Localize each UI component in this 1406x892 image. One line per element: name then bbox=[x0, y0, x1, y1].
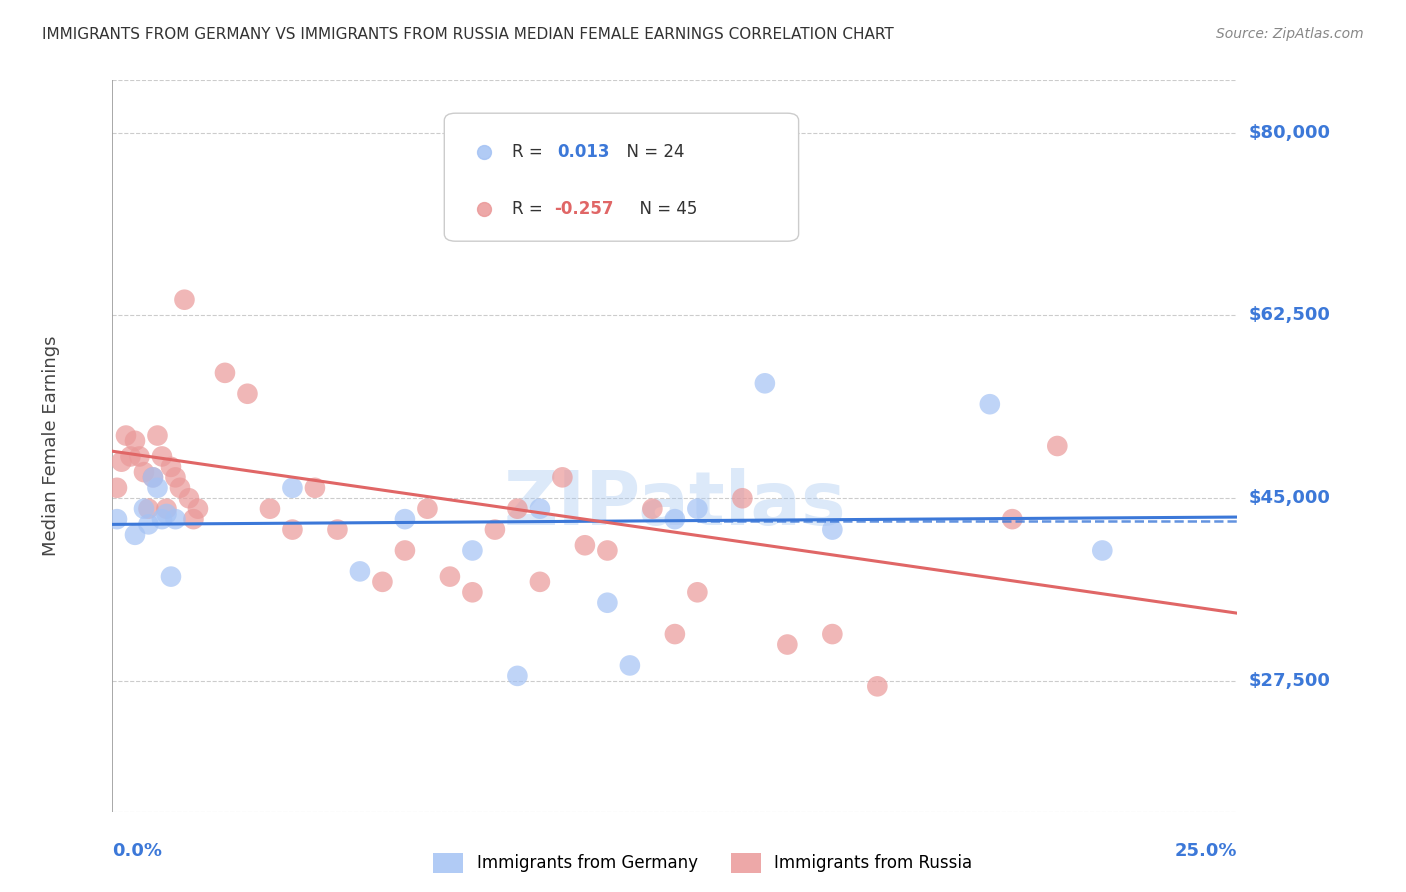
Point bbox=[105, 481, 128, 495]
Point bbox=[259, 501, 281, 516]
Legend: Immigrants from Germany, Immigrants from Russia: Immigrants from Germany, Immigrants from… bbox=[427, 847, 979, 880]
Point bbox=[105, 512, 128, 526]
Point bbox=[529, 501, 551, 516]
Point bbox=[551, 470, 574, 484]
Point bbox=[866, 679, 889, 693]
Point bbox=[506, 669, 529, 683]
Point bbox=[110, 455, 132, 469]
Text: IMMIGRANTS FROM GERMANY VS IMMIGRANTS FROM RUSSIA MEDIAN FEMALE EARNINGS CORRELA: IMMIGRANTS FROM GERMANY VS IMMIGRANTS FR… bbox=[42, 27, 894, 42]
Point bbox=[394, 512, 416, 526]
Point bbox=[177, 491, 200, 506]
Point bbox=[731, 491, 754, 506]
Point bbox=[754, 376, 776, 391]
Text: $27,500: $27,500 bbox=[1249, 672, 1330, 690]
Point bbox=[124, 434, 146, 448]
Point bbox=[150, 450, 173, 464]
Point bbox=[574, 538, 596, 552]
Point bbox=[165, 470, 187, 484]
Point bbox=[664, 627, 686, 641]
Point bbox=[124, 528, 146, 542]
Point bbox=[461, 585, 484, 599]
Point bbox=[1091, 543, 1114, 558]
Point bbox=[979, 397, 1001, 411]
Point bbox=[349, 565, 371, 579]
Point bbox=[155, 501, 177, 516]
Point bbox=[155, 507, 177, 521]
Text: $45,000: $45,000 bbox=[1249, 489, 1330, 508]
Text: 0.013: 0.013 bbox=[557, 144, 609, 161]
Point bbox=[641, 501, 664, 516]
Text: Source: ZipAtlas.com: Source: ZipAtlas.com bbox=[1216, 27, 1364, 41]
Point bbox=[664, 512, 686, 526]
Point bbox=[183, 512, 205, 526]
Point bbox=[484, 523, 506, 537]
Point bbox=[146, 481, 169, 495]
Point bbox=[214, 366, 236, 380]
Point bbox=[128, 450, 150, 464]
Point bbox=[138, 501, 160, 516]
Point bbox=[326, 523, 349, 537]
Text: R =: R = bbox=[512, 200, 548, 218]
Point bbox=[394, 543, 416, 558]
Point bbox=[115, 428, 138, 442]
Point bbox=[776, 638, 799, 652]
Point bbox=[686, 501, 709, 516]
Point bbox=[416, 501, 439, 516]
Point bbox=[439, 569, 461, 583]
Point bbox=[150, 512, 173, 526]
Point bbox=[236, 386, 259, 401]
Point bbox=[169, 481, 191, 495]
Point bbox=[142, 470, 165, 484]
Point bbox=[281, 481, 304, 495]
Point bbox=[146, 428, 169, 442]
Point bbox=[821, 523, 844, 537]
Point bbox=[1046, 439, 1069, 453]
Text: Median Female Earnings: Median Female Earnings bbox=[42, 335, 59, 557]
FancyBboxPatch shape bbox=[444, 113, 799, 241]
Point bbox=[165, 512, 187, 526]
Point bbox=[686, 585, 709, 599]
Point bbox=[160, 569, 183, 583]
Text: 0.0%: 0.0% bbox=[112, 842, 163, 860]
Text: R =: R = bbox=[512, 144, 553, 161]
Point bbox=[173, 293, 195, 307]
Point bbox=[371, 574, 394, 589]
Point bbox=[506, 501, 529, 516]
Text: N = 45: N = 45 bbox=[628, 200, 697, 218]
Text: $62,500: $62,500 bbox=[1249, 306, 1330, 325]
Point bbox=[132, 501, 155, 516]
Point bbox=[132, 465, 155, 479]
Point bbox=[120, 450, 142, 464]
Point bbox=[529, 574, 551, 589]
Text: 25.0%: 25.0% bbox=[1175, 842, 1237, 860]
Point bbox=[187, 501, 209, 516]
Point bbox=[596, 543, 619, 558]
Point bbox=[596, 596, 619, 610]
Text: ZIPatlas: ZIPatlas bbox=[503, 468, 846, 541]
Point bbox=[1001, 512, 1024, 526]
Point bbox=[821, 627, 844, 641]
Text: -0.257: -0.257 bbox=[554, 200, 614, 218]
Text: $80,000: $80,000 bbox=[1249, 123, 1330, 142]
Point bbox=[281, 523, 304, 537]
Point bbox=[461, 543, 484, 558]
Point bbox=[138, 517, 160, 532]
Point bbox=[160, 459, 183, 474]
Point bbox=[304, 481, 326, 495]
Point bbox=[142, 470, 165, 484]
Text: N = 24: N = 24 bbox=[616, 144, 685, 161]
Point bbox=[619, 658, 641, 673]
